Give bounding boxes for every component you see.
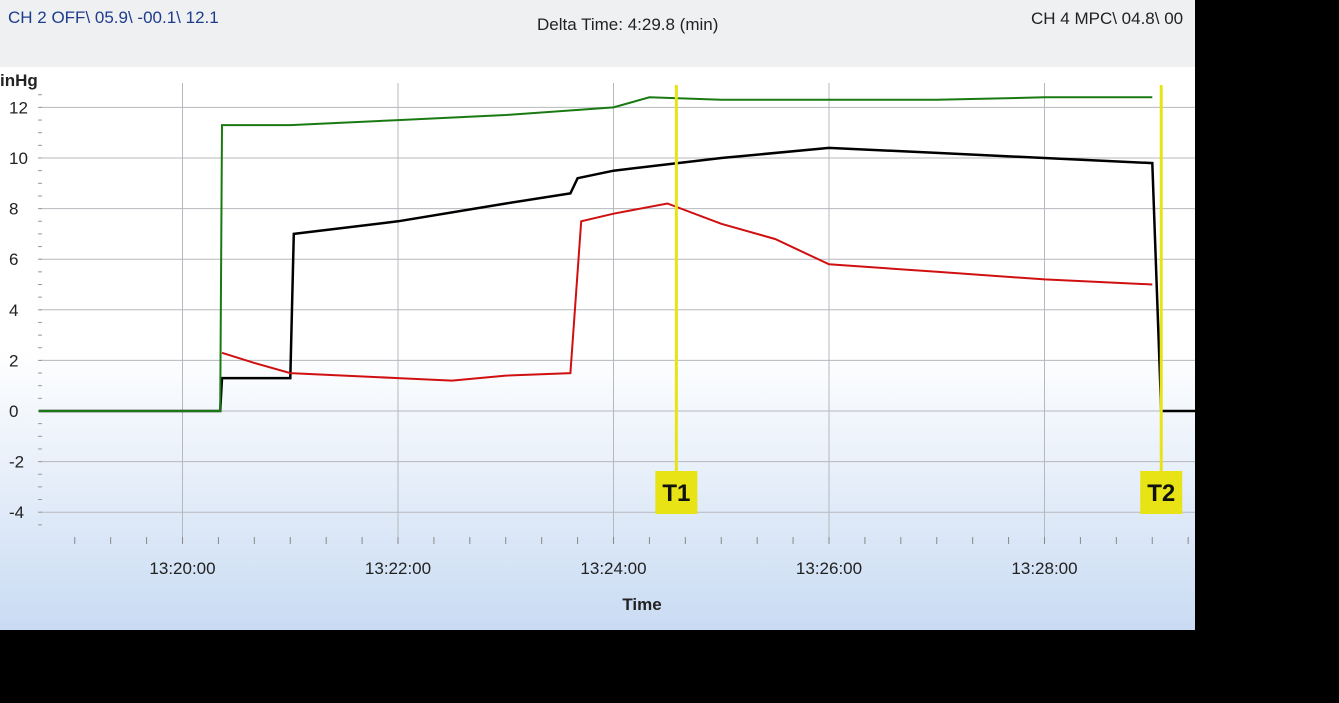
- pressure-chart[interactable]: T1 T2 12 10 8 6 4 2 0 -2 -4 13:20:00 13:22:00 13:24…: [0, 67, 1195, 630]
- y-tick-label: 4: [9, 301, 18, 320]
- series-line-2: [38, 146, 1195, 413]
- x-axis-label: Time: [622, 595, 661, 614]
- series-line-3: [221, 202, 1153, 382]
- y-tick-label: -2: [9, 453, 24, 472]
- y-axis-label: inHg: [0, 71, 38, 90]
- cursor-tag-label-t2: T2: [1147, 480, 1175, 507]
- plot-background: [0, 67, 1195, 630]
- cursor-tag-box-t2[interactable]: [1140, 471, 1183, 514]
- chart-window: CH 2 OFF\ 05.9\ -00.1\ 12.1 Delta Time: …: [0, 0, 1195, 630]
- x-tick-label: 13:20:00: [149, 559, 215, 578]
- grid-lines: [40, 83, 1195, 537]
- y-tick-label: -4: [9, 503, 24, 522]
- cursor-tag-box-t1[interactable]: [655, 471, 698, 514]
- readout-header: CH 2 OFF\ 05.9\ -00.1\ 12.1 Delta Time: …: [0, 0, 1195, 67]
- channel-4-readout: CH 4 MPC\ 04.8\ 00: [1031, 9, 1184, 28]
- y-tick-label: 8: [9, 200, 18, 219]
- y-tick-labels: 12 10 8 6 4 2 0 -2 -4: [9, 98, 28, 522]
- channel-2-readout: CH 2 OFF\ 05.9\ -00.1\ 12.1: [8, 8, 219, 27]
- x-tick-labels: 13:20:00 13:22:00 13:24:00 13:26:00 13:28:00: [149, 559, 1077, 578]
- cursor-group[interactable]: T1 T2: [655, 85, 1183, 514]
- x-tick-label: 13:24:00: [580, 559, 646, 578]
- series-group: [38, 96, 1195, 413]
- y-tick-label: 10: [9, 149, 28, 168]
- delta-time-readout: Delta Time: 4:29.8 (min): [537, 15, 719, 34]
- series-line-1: [38, 96, 1153, 412]
- cursor-tag-label-t1: T1: [662, 480, 690, 507]
- y-tick-label: 6: [9, 250, 18, 269]
- y-tick-label: 2: [9, 351, 18, 370]
- minor-ticks: [38, 94, 1189, 544]
- x-tick-label: 13:22:00: [365, 559, 431, 578]
- x-tick-label: 13:26:00: [796, 559, 862, 578]
- y-tick-label: 0: [9, 402, 18, 421]
- x-tick-label: 13:28:00: [1011, 559, 1077, 578]
- y-tick-label: 12: [9, 98, 28, 117]
